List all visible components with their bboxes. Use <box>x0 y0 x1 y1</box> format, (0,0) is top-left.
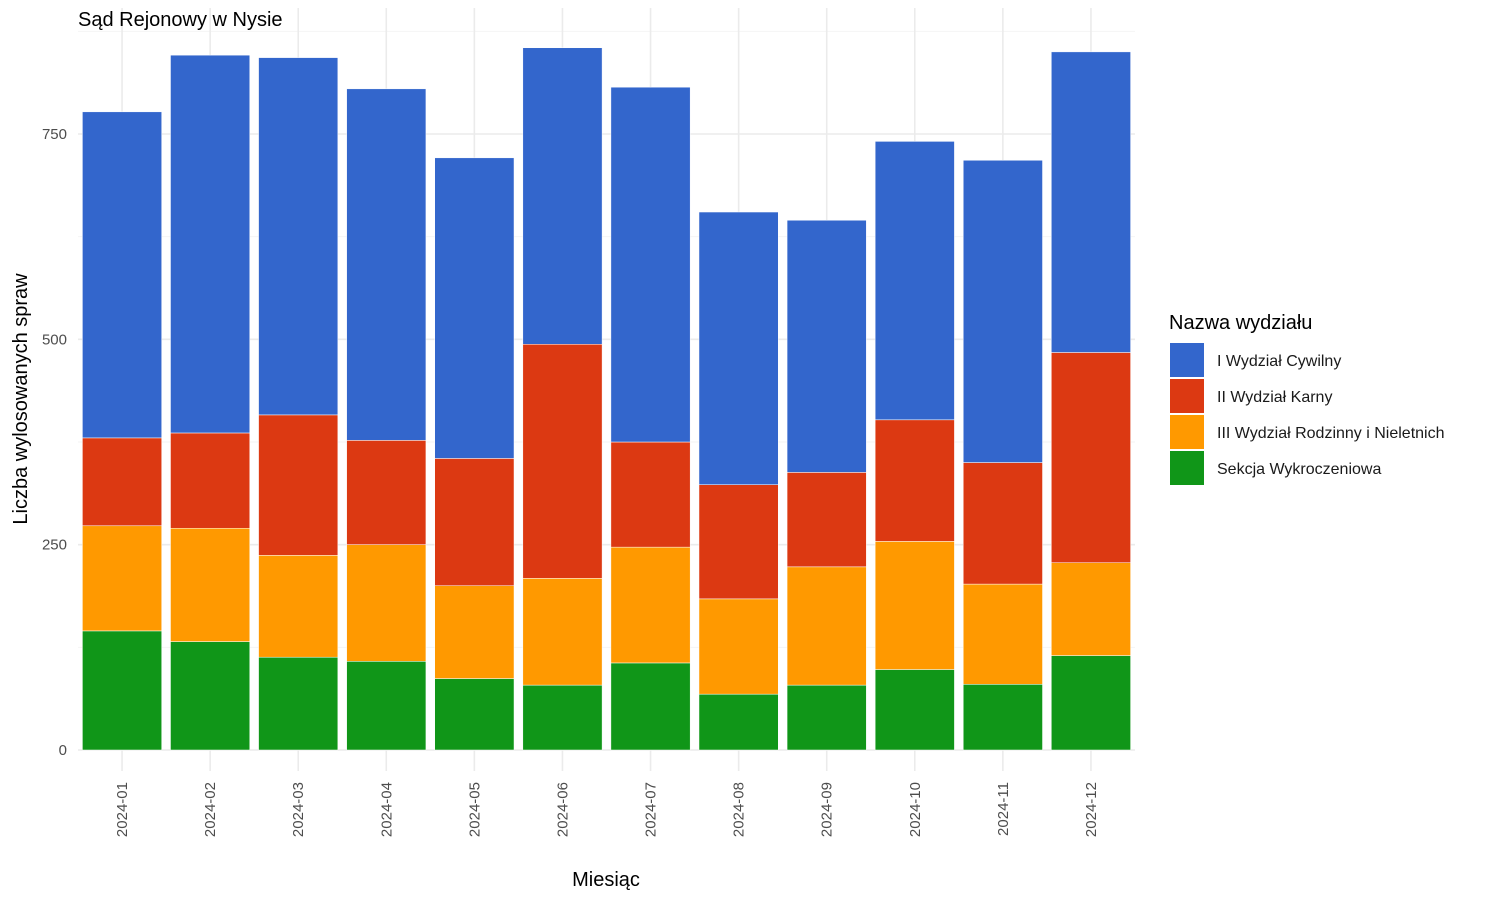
legend-title: Nazwa wydziału <box>1169 312 1312 334</box>
bar-segment <box>874 669 955 751</box>
legend-swatch <box>1170 379 1204 413</box>
bar-segment <box>610 86 691 443</box>
bar-segment <box>258 414 339 556</box>
bar-segment <box>522 578 603 686</box>
x-tick-label: 2024-09 <box>819 782 836 837</box>
bar-segment <box>170 432 251 529</box>
x-tick-label: 2024-12 <box>1083 782 1100 837</box>
legend-label: Sekcja Wykroczeniowa <box>1217 461 1381 478</box>
legend-swatch <box>1170 343 1204 377</box>
bar-segment <box>610 546 691 664</box>
x-tick-label: 2024-06 <box>554 782 571 837</box>
x-tick-label: 2024-11 <box>995 782 1012 836</box>
bar-segment <box>346 544 427 662</box>
bar-segment <box>434 157 515 459</box>
bar-segment <box>610 441 691 548</box>
bar-segment <box>610 662 691 751</box>
bar-segment <box>522 684 603 751</box>
x-tick-label: 2024-05 <box>466 782 483 837</box>
chart-title: Sąd Rejonowy w Nysie <box>78 9 283 31</box>
bar-segment <box>1051 655 1131 751</box>
bar-segment <box>1051 352 1131 563</box>
bar-segment <box>786 219 867 473</box>
bar-segment <box>434 678 515 751</box>
bar-segment <box>346 440 427 545</box>
bar-segment <box>346 661 427 751</box>
bar-segment <box>962 462 1043 585</box>
legend-label: I Wydział Cywilny <box>1217 353 1341 370</box>
legend-label: II Wydział Karny <box>1217 389 1332 406</box>
bar-segment <box>170 641 251 751</box>
bar-segment <box>874 541 955 670</box>
x-tick-label: 2024-01 <box>114 782 131 837</box>
bar-segment <box>962 684 1043 751</box>
bar-segment <box>698 598 779 695</box>
y-tick-label: 500 <box>42 331 67 348</box>
bar-segment <box>434 458 515 586</box>
bar-segment <box>258 57 339 416</box>
bar-segment <box>434 585 515 679</box>
bar-segment <box>1051 562 1131 656</box>
bar-segment <box>522 47 603 345</box>
legend: Nazwa wydziału I Wydział Cywilny II Wydzi… <box>1169 312 1445 485</box>
x-axis-title: Miesiąc <box>572 869 640 891</box>
x-tick-label: 2024-08 <box>731 782 748 837</box>
y-tick-label: 0 <box>59 742 67 759</box>
bars <box>82 47 1131 751</box>
x-tick-label: 2024-03 <box>290 782 307 837</box>
y-tick-label: 750 <box>42 126 67 143</box>
x-tick-label: 2024-10 <box>907 782 924 837</box>
x-tick-label: 2024-04 <box>378 782 395 837</box>
bar-segment <box>962 160 1043 463</box>
bar-segment <box>698 693 779 751</box>
bar-segment <box>698 211 779 485</box>
bar-segment <box>82 437 162 527</box>
bar-segment <box>786 684 867 751</box>
bar-segment <box>82 111 162 439</box>
bar-segment <box>786 472 867 568</box>
legend-swatch <box>1170 451 1204 485</box>
bar-segment <box>874 419 955 542</box>
bar-segment <box>82 630 162 751</box>
bar-segment <box>522 344 603 579</box>
y-axis-title: Liczba wylosowanych spraw <box>10 273 32 525</box>
bar-segment <box>170 527 251 642</box>
bar-segment <box>698 484 779 600</box>
legend-swatch <box>1170 415 1204 449</box>
bar-segment <box>874 141 955 421</box>
bar-segment <box>962 583 1043 685</box>
x-tick-label: 2024-07 <box>643 782 660 837</box>
bar-segment <box>1051 51 1131 353</box>
bar-segment <box>170 54 251 434</box>
y-tick-label: 250 <box>42 537 67 554</box>
bar-segment <box>258 656 339 751</box>
bar-segment <box>346 88 427 441</box>
bar-segment <box>786 566 867 686</box>
bar-segment <box>258 555 339 658</box>
x-tick-label: 2024-02 <box>202 782 219 837</box>
bar-segment <box>82 525 162 632</box>
legend-label: III Wydział Rodzinny i Nieletnich <box>1217 425 1445 442</box>
axes: 0 250 500 750 2024-01 2024-02 2024-03 2024-04 20… <box>42 126 1100 837</box>
